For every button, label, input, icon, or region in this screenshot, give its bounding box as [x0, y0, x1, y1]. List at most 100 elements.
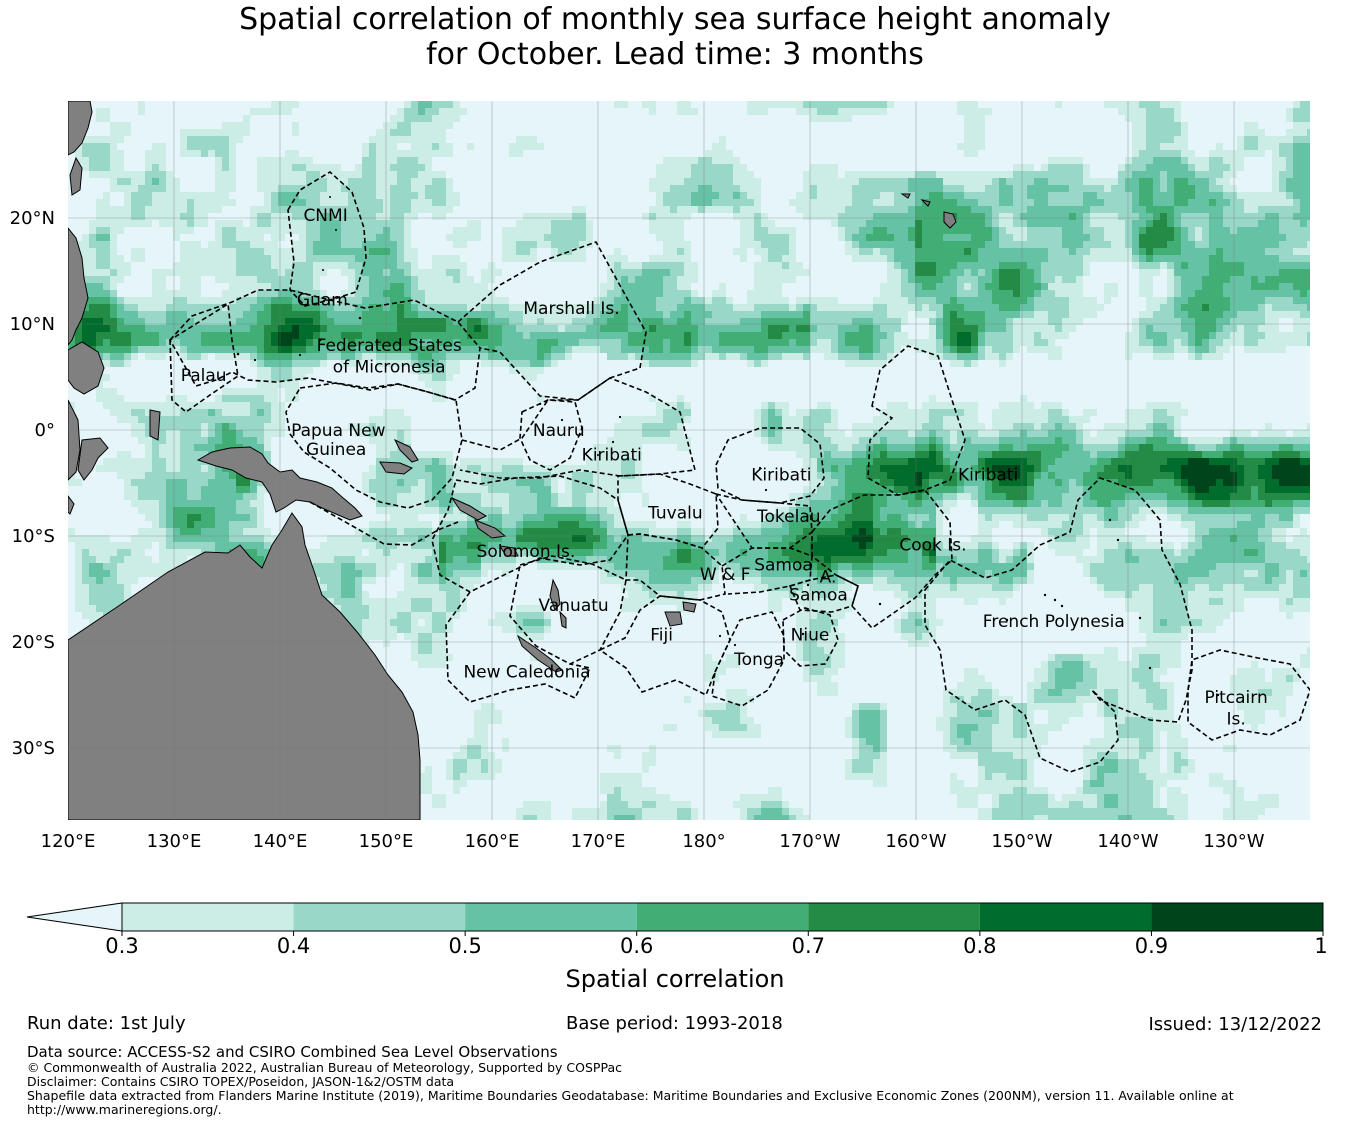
- field-cell: [229, 409, 236, 416]
- field-cell: [1048, 199, 1055, 206]
- field-cell: [306, 325, 313, 332]
- field-cell: [439, 269, 446, 276]
- field-cell: [1083, 430, 1090, 437]
- field-cell: [1251, 248, 1258, 255]
- field-cell: [271, 360, 278, 367]
- field-cell: [1020, 227, 1027, 234]
- field-cell: [1230, 227, 1237, 234]
- field-cell: [775, 430, 782, 437]
- field-cell: [187, 255, 194, 262]
- field-cell: [922, 346, 929, 353]
- field-cell: [516, 136, 523, 143]
- field-cell: [341, 290, 348, 297]
- field-cell: [432, 143, 439, 150]
- field-cell: [677, 311, 684, 318]
- field-cell: [201, 269, 208, 276]
- field-cell: [439, 213, 446, 220]
- field-cell: [222, 276, 229, 283]
- field-cell: [390, 136, 397, 143]
- field-cell: [915, 213, 922, 220]
- field-cell: [1048, 248, 1055, 255]
- field-cell: [866, 108, 873, 115]
- field-cell: [628, 283, 635, 290]
- field-cell: [222, 332, 229, 339]
- field-cell: [1279, 332, 1286, 339]
- field-cell: [1300, 248, 1307, 255]
- field-cell: [1265, 304, 1272, 311]
- field-cell: [754, 304, 761, 311]
- field-cell: [103, 332, 110, 339]
- field-cell: [243, 353, 250, 360]
- field-cell: [173, 339, 180, 346]
- field-cell: [978, 178, 985, 185]
- field-cell: [411, 269, 418, 276]
- field-cell: [957, 227, 964, 234]
- field-cell: [1167, 339, 1174, 346]
- field-cell: [96, 199, 103, 206]
- field-cell: [390, 143, 397, 150]
- field-cell: [1272, 241, 1279, 248]
- field-cell: [124, 360, 131, 367]
- field-cell: [446, 192, 453, 199]
- field-cell: [950, 262, 957, 269]
- field-cell: [992, 325, 999, 332]
- field-cell: [621, 255, 628, 262]
- field-cell: [1020, 318, 1027, 325]
- field-cell: [712, 192, 719, 199]
- field-cell: [964, 402, 971, 409]
- field-cell: [922, 178, 929, 185]
- field-cell: [425, 101, 432, 108]
- field-cell: [845, 220, 852, 227]
- field-cell: [1118, 234, 1125, 241]
- field-cell: [152, 318, 159, 325]
- field-cell: [82, 164, 89, 171]
- field-cell: [1062, 171, 1069, 178]
- field-cell: [453, 290, 460, 297]
- field-cell: [355, 178, 362, 185]
- field-cell: [1146, 262, 1153, 269]
- field-cell: [89, 290, 96, 297]
- field-cell: [313, 185, 320, 192]
- field-cell: [1055, 311, 1062, 318]
- field-cell: [236, 423, 243, 430]
- field-cell: [810, 171, 817, 178]
- field-cell: [390, 297, 397, 304]
- field-cell: [1279, 311, 1286, 318]
- field-cell: [1146, 164, 1153, 171]
- field-cell: [355, 332, 362, 339]
- field-cell: [96, 248, 103, 255]
- field-cell: [670, 283, 677, 290]
- field-cell: [817, 402, 824, 409]
- field-cell: [229, 185, 236, 192]
- field-cell: [425, 325, 432, 332]
- field-cell: [775, 416, 782, 423]
- field-cell: [285, 192, 292, 199]
- field-cell: [943, 283, 950, 290]
- field-cell: [929, 255, 936, 262]
- field-cell: [397, 115, 404, 122]
- field-cell: [124, 192, 131, 199]
- field-cell: [201, 416, 208, 423]
- field-cell: [1076, 171, 1083, 178]
- field-cell: [768, 234, 775, 241]
- field-cell: [950, 332, 957, 339]
- field-cell: [999, 318, 1006, 325]
- field-cell: [285, 332, 292, 339]
- field-cell: [1027, 297, 1034, 304]
- field-cell: [1300, 150, 1307, 157]
- field-cell: [110, 255, 117, 262]
- field-cell: [1069, 192, 1076, 199]
- field-cell: [425, 374, 432, 381]
- field-cell: [999, 199, 1006, 206]
- field-cell: [1069, 227, 1076, 234]
- field-cell: [299, 262, 306, 269]
- field-cell: [621, 297, 628, 304]
- field-cell: [110, 164, 117, 171]
- field-cell: [1279, 304, 1286, 311]
- field-cell: [775, 276, 782, 283]
- field-cell: [1195, 325, 1202, 332]
- field-cell: [509, 150, 516, 157]
- field-cell: [292, 381, 299, 388]
- field-cell: [978, 220, 985, 227]
- field-cell: [726, 311, 733, 318]
